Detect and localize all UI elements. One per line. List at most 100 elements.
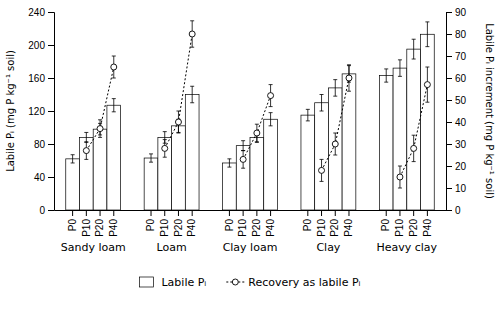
error-bar-cap <box>112 78 116 79</box>
error-bar-cap <box>190 20 194 21</box>
tick-mark <box>48 12 54 13</box>
bar <box>223 163 237 210</box>
tick-label: 90 <box>455 7 467 18</box>
tick-mark <box>192 210 193 216</box>
tick-label: 40 <box>34 172 46 183</box>
error-bar <box>84 132 88 142</box>
bar <box>107 105 121 210</box>
y-axis: 04080120160200240 <box>28 7 54 216</box>
tick-mark <box>178 210 179 216</box>
x-subaxis: P0P10P20P40 <box>224 210 276 237</box>
bar <box>379 76 393 210</box>
plot: 040801201602002400102030405060708090P0P1… <box>5 7 495 289</box>
error-bar <box>333 133 337 155</box>
tick: 0 <box>39 205 54 216</box>
error-bar-cap <box>398 188 402 189</box>
tick: 90 <box>446 7 467 18</box>
tick: P40 <box>422 210 433 237</box>
point <box>240 156 246 162</box>
error-bar <box>333 80 337 97</box>
tick-mark <box>48 177 54 178</box>
tick-mark <box>164 210 165 216</box>
series-line <box>83 21 430 188</box>
tick: 20 <box>446 161 467 172</box>
tick-label: 50 <box>455 95 467 106</box>
error-bar-stem <box>335 80 336 97</box>
tick-label: 30 <box>455 139 467 150</box>
tick: 10 <box>446 183 467 194</box>
error-bar-cap <box>190 86 194 87</box>
error-bar-cap <box>269 106 273 107</box>
tick: P0 <box>145 210 156 231</box>
error-bar <box>227 159 231 167</box>
tick-label: P0 <box>145 219 156 232</box>
tick: P10 <box>159 210 170 237</box>
bar <box>250 137 264 210</box>
error-bar-stem <box>413 39 414 59</box>
category-label: Heavy clay <box>376 241 437 254</box>
bar <box>264 119 278 210</box>
tick: P10 <box>316 210 327 237</box>
error-bar-cap <box>227 158 231 159</box>
error-bar-cap <box>384 68 388 69</box>
error-bar <box>241 151 245 169</box>
point <box>83 148 89 154</box>
error-bar-cap <box>425 67 429 68</box>
legend-item: Labile Pᵢ <box>139 276 206 289</box>
error-bar-cap <box>384 82 388 83</box>
tick-label: P20 <box>173 219 184 237</box>
error-bar-cap <box>71 162 75 163</box>
tick-mark <box>446 210 452 211</box>
tick: P40 <box>186 210 197 237</box>
tick: 30 <box>446 139 467 150</box>
bar <box>66 159 80 210</box>
x-subaxis: P0P10P20P40 <box>380 210 432 237</box>
error-bar-cap <box>227 167 231 168</box>
x-subaxis: P0P10P20P40 <box>302 210 354 237</box>
point <box>424 82 430 88</box>
x-subaxis: P0P10P20P40 <box>67 210 119 237</box>
error-bar <box>163 140 167 158</box>
error-bar-cap <box>306 120 310 121</box>
point <box>411 145 417 151</box>
tick: P0 <box>380 210 391 231</box>
error-bar <box>384 69 388 82</box>
tick: P0 <box>67 210 78 231</box>
tick: 120 <box>28 106 54 117</box>
error-bar-cap <box>255 142 259 143</box>
point <box>189 31 195 37</box>
tick: 80 <box>34 139 54 150</box>
tick-mark <box>270 210 271 216</box>
tick-mark <box>399 210 400 216</box>
line <box>165 34 192 148</box>
y2-axis-title: Labile Pᵢ increment (mg P kg⁻¹ soil) <box>484 23 495 199</box>
tick-mark <box>348 210 349 216</box>
error-bar-cap <box>425 102 429 103</box>
error-bar-cap <box>98 119 102 120</box>
error-bar-cap <box>255 124 259 125</box>
error-bar <box>398 60 402 77</box>
tick-label: P10 <box>237 219 248 237</box>
error-bar-cap <box>176 111 180 112</box>
axis-line <box>447 13 453 211</box>
error-bar-cap <box>255 141 259 142</box>
tick: 0 <box>446 205 461 216</box>
tick: P40 <box>108 210 119 237</box>
tick-label: 10 <box>455 183 467 194</box>
tick-label: P20 <box>94 219 105 237</box>
tick-mark <box>413 210 414 216</box>
tick-label: P40 <box>186 219 197 237</box>
tick: 80 <box>446 29 467 40</box>
error-bar-cap <box>163 131 167 132</box>
tick-mark <box>446 188 452 189</box>
tick-label: 80 <box>455 29 467 40</box>
error-bar-cap <box>425 46 429 47</box>
error-bar <box>269 85 273 107</box>
y-axis-title: Labile Pᵢ (mg P kg⁻¹ soil) <box>5 50 16 172</box>
point <box>254 130 260 136</box>
error-bar <box>98 120 102 138</box>
error-bar-cap <box>333 155 337 156</box>
category-label: Clay <box>316 241 340 254</box>
axis-line <box>48 13 55 211</box>
bar <box>315 103 329 210</box>
